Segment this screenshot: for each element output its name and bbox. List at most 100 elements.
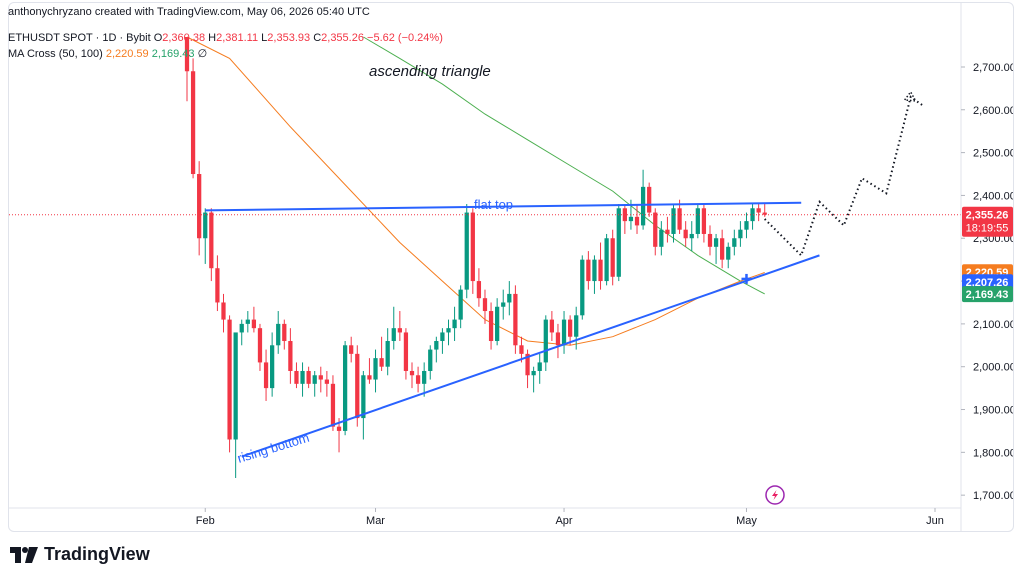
candle-body	[440, 332, 445, 342]
trendlines	[9, 90, 961, 458]
candle-body	[561, 319, 567, 346]
axes: 1,700.00 1,800.00 1,900.00 2,000.00 2,100.00…	[9, 3, 1013, 531]
candle-body	[634, 216, 640, 226]
candle-body	[190, 71, 196, 175]
candle-body	[336, 426, 342, 431]
candle-body	[294, 370, 299, 384]
candle	[543, 315, 548, 371]
candle-body	[525, 353, 530, 376]
candle-body	[306, 370, 311, 384]
candle-body	[653, 212, 658, 247]
candle	[203, 208, 208, 264]
candle	[683, 221, 688, 247]
y-tick-label: 2,100.00	[973, 319, 1013, 331]
chart-frame: 1,700.00 1,800.00 1,900.00 2,000.00 2,100.00…	[8, 2, 1014, 532]
candle	[586, 251, 591, 290]
candle-body	[300, 370, 305, 384]
candle	[622, 203, 627, 234]
candle-body	[488, 311, 494, 342]
y-tick-label: 2,700.00	[973, 62, 1013, 74]
candle-body	[342, 345, 348, 431]
candle-body	[452, 319, 457, 329]
candle	[245, 311, 250, 333]
candle-body	[580, 259, 585, 316]
candle-body	[385, 341, 390, 367]
price-chart[interactable]: 1,700.00 1,800.00 1,900.00 2,000.00 2,100.00…	[9, 3, 1013, 531]
candle-body	[482, 298, 488, 312]
candle-body	[379, 358, 384, 367]
candle	[409, 362, 415, 389]
candle-body	[197, 174, 202, 239]
candle	[227, 315, 232, 453]
candle-body	[519, 345, 524, 354]
candle-body	[695, 208, 700, 234]
symbol-label[interactable]: ETHUSDT SPOT · 1D · Bybit	[8, 32, 151, 44]
candle-body	[397, 328, 402, 333]
candle	[330, 375, 336, 431]
candle-body	[391, 328, 396, 342]
candle-body	[239, 323, 244, 333]
close-label: C	[313, 32, 322, 44]
candle-body	[628, 216, 634, 222]
candle-body	[671, 208, 676, 234]
candle	[239, 319, 244, 346]
chart-legend: ETHUSDT SPOT · 1D · Bybit O2,360.38 H2,3…	[8, 30, 443, 62]
candle	[732, 229, 737, 256]
annotation-flat-top: flat top	[474, 197, 513, 212]
lightning-icon[interactable]	[765, 485, 785, 505]
candle-body	[598, 259, 603, 282]
candle	[306, 366, 311, 389]
candle-body	[282, 323, 287, 342]
tradingview-logo[interactable]: TradingView	[10, 544, 150, 565]
open-label: O	[153, 32, 163, 44]
candle-body	[665, 229, 670, 234]
x-tick-label: May	[736, 515, 757, 527]
candle-body	[288, 341, 293, 371]
candle-body	[507, 293, 512, 303]
ma100-value: 2,169.43	[151, 48, 195, 60]
candle	[403, 328, 409, 380]
candle-body	[756, 208, 761, 213]
candle	[616, 203, 621, 282]
candle-body	[567, 319, 573, 337]
candle	[263, 349, 269, 401]
candle-body	[318, 375, 323, 380]
candle-body	[616, 208, 621, 277]
candle	[197, 161, 202, 256]
ma-indicator-label[interactable]: MA Cross (50, 100)	[8, 48, 103, 60]
candle-body	[549, 319, 555, 333]
candle-body	[610, 238, 615, 277]
candle	[324, 370, 329, 397]
candle	[592, 255, 597, 294]
candle	[640, 169, 646, 230]
candle	[464, 203, 469, 299]
candle-body	[683, 229, 688, 239]
candle-body	[349, 345, 354, 354]
candle	[750, 203, 755, 230]
y-tick-label: 2,400.00	[973, 190, 1013, 202]
candle-body	[245, 319, 250, 324]
ohlc-row: ETHUSDT SPOT · 1D · Bybit O2,360.38 H2,3…	[8, 30, 443, 46]
open-value: 2,360.38	[162, 32, 206, 44]
candle-body	[203, 212, 208, 239]
candle-body	[209, 212, 214, 269]
candle	[567, 315, 573, 346]
ma50-line	[186, 36, 765, 346]
candle	[184, 37, 190, 102]
candle	[270, 332, 275, 397]
x-tick-label: Feb	[196, 515, 215, 527]
candle-body	[701, 208, 707, 234]
candle	[482, 289, 488, 324]
candle	[434, 336, 439, 363]
candle-body	[276, 323, 281, 346]
candle-body	[403, 332, 409, 371]
moving-averages	[186, 36, 765, 346]
candle-body	[732, 238, 737, 247]
x-tick-label: Apr	[555, 515, 572, 527]
candle	[349, 336, 354, 363]
candle	[209, 208, 214, 282]
candle-body	[744, 221, 749, 230]
candle	[555, 323, 561, 359]
candle	[762, 203, 767, 217]
